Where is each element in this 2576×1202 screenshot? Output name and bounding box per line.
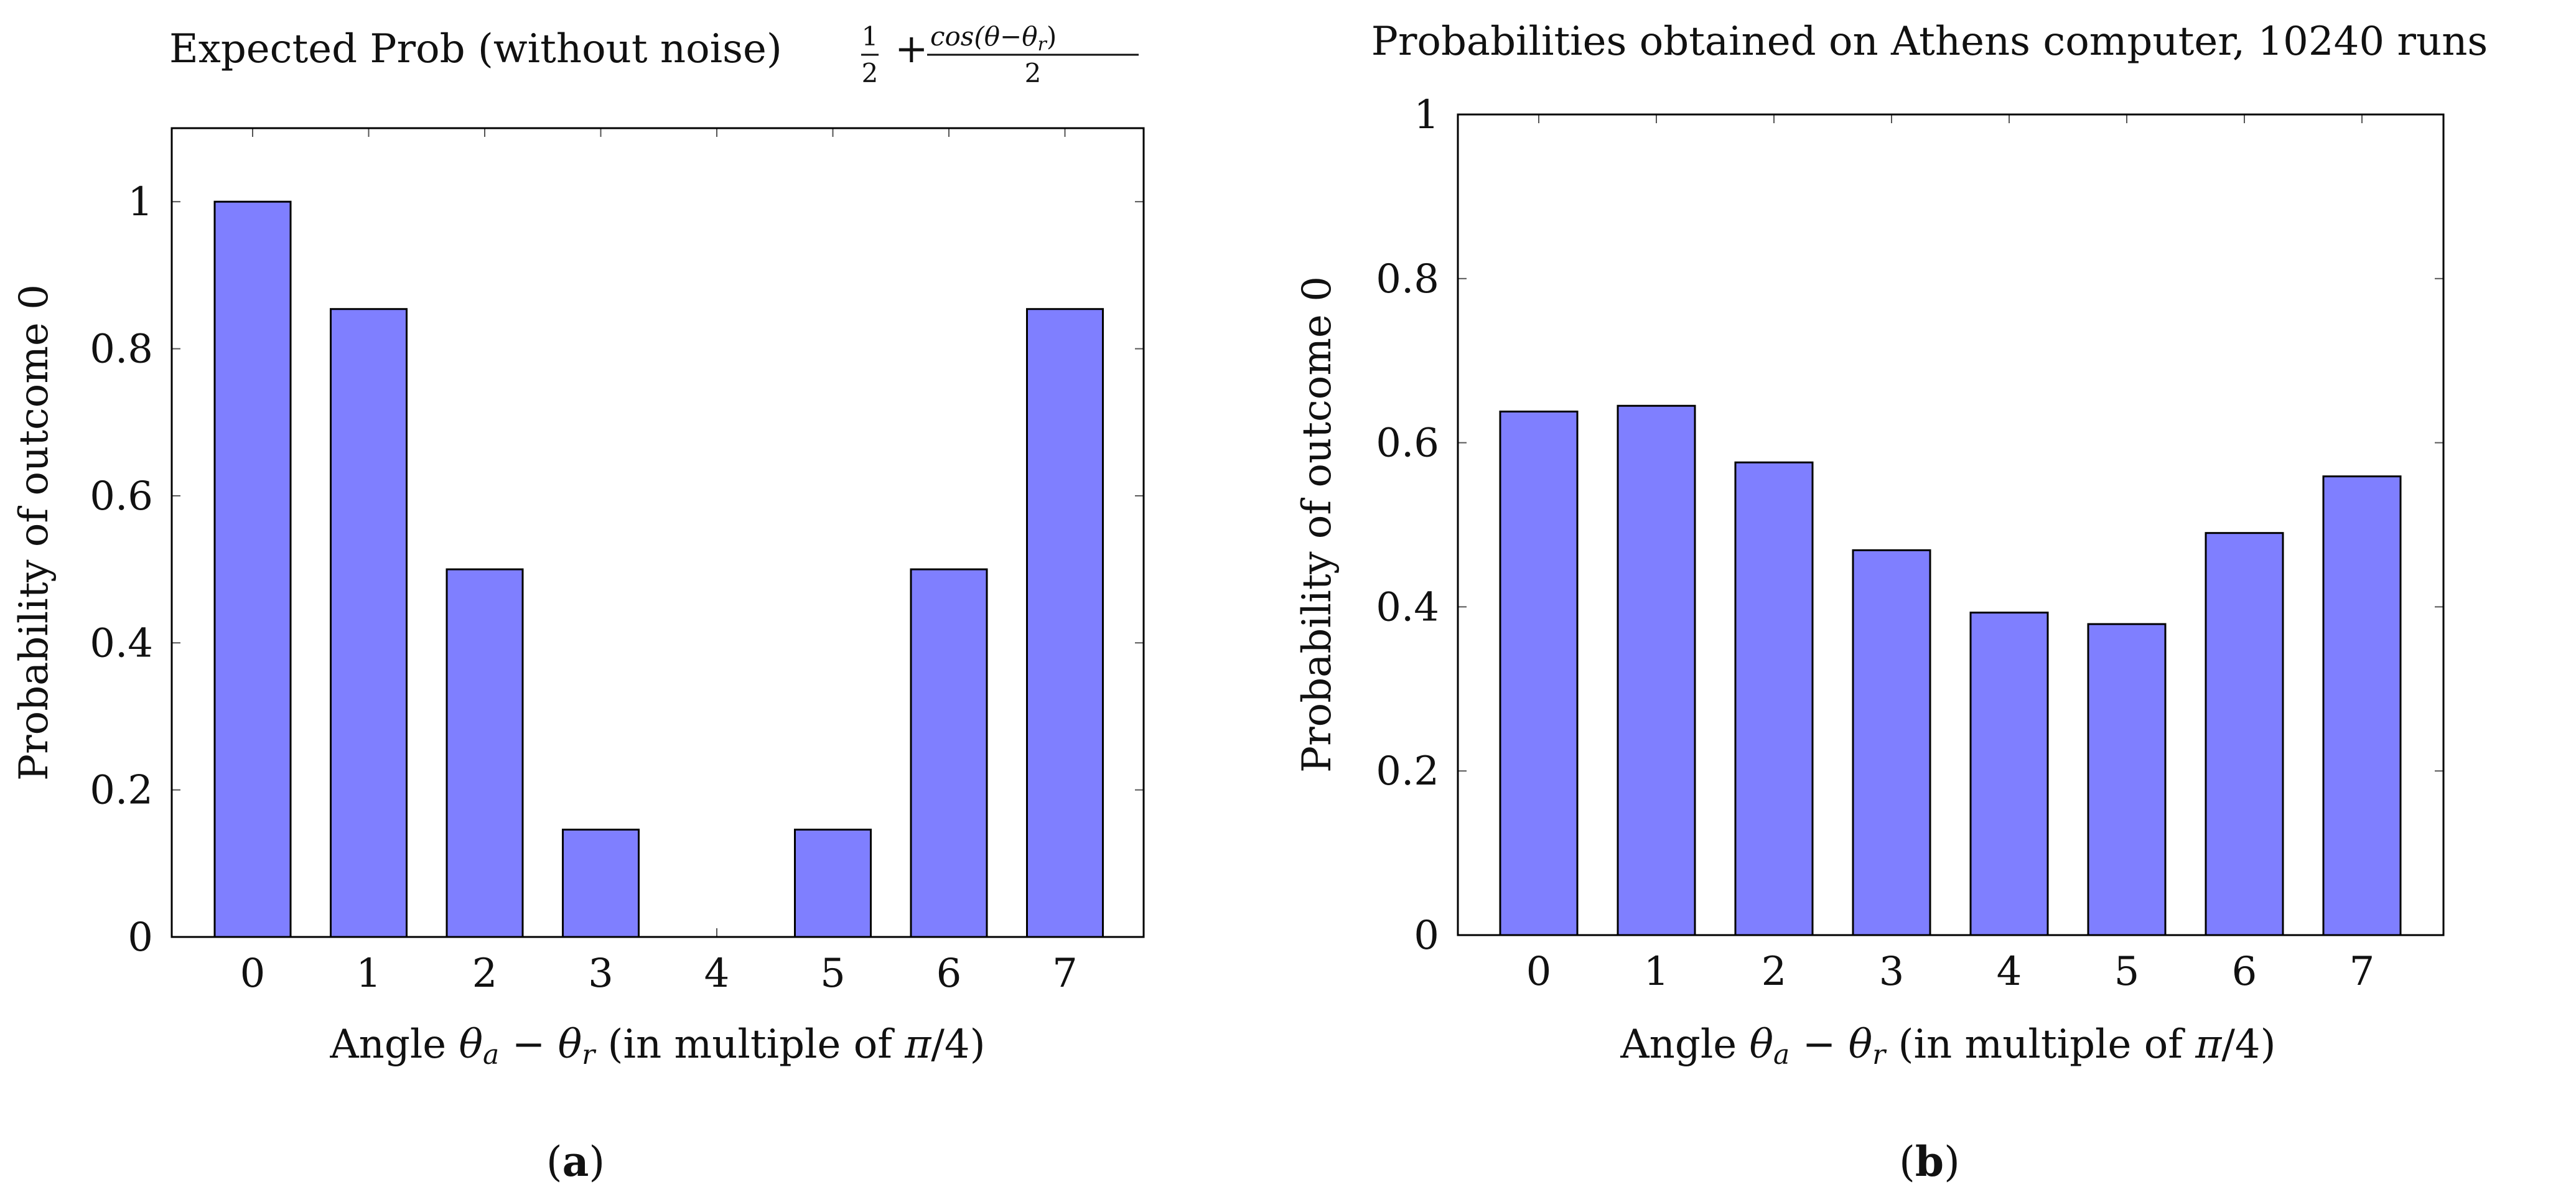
chart-b-ticks xyxy=(1458,114,2443,936)
x-tick-label-b-7: 7 xyxy=(2350,949,2375,995)
bar-a-6 xyxy=(910,568,988,938)
xlabel-a-theta1: θ xyxy=(459,1022,483,1068)
xlabel-b-prefix: Angle xyxy=(1620,1022,1749,1068)
bar-b-6 xyxy=(2205,532,2284,936)
formula-plus: + xyxy=(895,26,928,72)
formula-frac2-num: cos(θ−θr) xyxy=(930,21,1057,55)
formula-frac1-num: 1 xyxy=(862,21,879,52)
y-tick-label-b-3: 0.6 xyxy=(1376,421,1439,467)
chart-b-xlabel: Angle θa − θr (in multiple of π/4) xyxy=(1620,1022,2275,1071)
y-tick-label-a-0: 0 xyxy=(128,915,153,961)
xlabel-b-sub-a: a xyxy=(1773,1039,1790,1071)
xlabel-a-pi: π xyxy=(904,1022,931,1068)
y-tick-label-a-5: 1 xyxy=(128,179,153,225)
xlabel-a-sub-a: a xyxy=(483,1039,499,1071)
y-tick-label-b-1: 0.2 xyxy=(1376,748,1439,794)
y-tick-label-b-0: 0 xyxy=(1414,913,1439,959)
bar-b-0 xyxy=(1499,410,1579,936)
xlabel-a-suffix: (in multiple of xyxy=(595,1022,905,1068)
x-tick-label-a-4: 4 xyxy=(704,951,730,997)
y-tick-label-b-4: 0.8 xyxy=(1376,256,1439,302)
caption-b-letter: b xyxy=(1915,1137,1944,1186)
chart-a-xlabel: Angle θa − θr (in multiple of π/4) xyxy=(329,1022,985,1071)
panel-a: Expected Prob (without noise) 1 2 + cos(… xyxy=(11,21,1145,1186)
chart-b-caption: (b) xyxy=(1899,1137,1960,1186)
chart-b-plot-frame xyxy=(1457,113,2445,936)
chart-a-bars xyxy=(213,200,1104,938)
caption-a-open: ( xyxy=(546,1138,562,1186)
xlabel-b-theta1: θ xyxy=(1750,1022,1774,1068)
bar-b-2 xyxy=(1734,461,1814,936)
chart-b-ylabel: Probability of outcome 0 xyxy=(1294,276,1340,773)
xlabel-b-minus: − xyxy=(1790,1022,1848,1068)
caption-b-open: ( xyxy=(1899,1138,1915,1186)
x-tick-label-b-5: 5 xyxy=(2114,949,2140,995)
formula-frac1-den: 2 xyxy=(862,58,879,88)
chart-b-x-tick-labels: 0 1 2 3 4 5 6 7 xyxy=(1526,949,2375,995)
x-tick-label-a-3: 3 xyxy=(588,951,614,997)
caption-a-letter: a xyxy=(562,1137,589,1186)
bar-a-0 xyxy=(213,200,292,938)
xlabel-a-prefix: Angle xyxy=(329,1022,459,1068)
chart-b-title: Probabilities obtained on Athens compute… xyxy=(1371,19,2488,65)
y-tick-label-b-2: 0.4 xyxy=(1376,584,1439,630)
xlabel-a-end: /4) xyxy=(931,1022,985,1068)
formula-frac2-num-sub: r xyxy=(1038,34,1048,55)
y-tick-label-a-3: 0.6 xyxy=(90,473,153,519)
formula-frac2-den: 2 xyxy=(1025,58,1042,88)
xlabel-a-minus: − xyxy=(499,1022,558,1068)
chart-a-x-tick-labels: 0 1 2 3 4 5 6 7 xyxy=(240,951,1078,997)
bar-b-1 xyxy=(1617,404,1696,936)
chart-a-y-tick-labels: 0 0.2 0.4 0.6 0.8 1 xyxy=(90,179,153,961)
xlabel-b-sub-r: r xyxy=(1872,1039,1887,1071)
x-tick-label-a-6: 6 xyxy=(936,951,962,997)
bar-b-3 xyxy=(1852,549,1931,936)
y-tick-label-a-1: 0.2 xyxy=(90,768,153,814)
xlabel-a-theta2: θ xyxy=(558,1022,582,1068)
chart-b-bars xyxy=(1499,404,2402,936)
y-tick-label-b-5: 1 xyxy=(1414,92,1439,138)
xlabel-b-pi: π xyxy=(2195,1022,2222,1068)
formula-frac2-num-end: ) xyxy=(1047,21,1057,52)
x-tick-label-b-6: 6 xyxy=(2232,949,2257,995)
chart-a-title: Expected Prob (without noise) xyxy=(169,26,782,72)
y-tick-label-a-4: 0.8 xyxy=(90,327,153,373)
x-tick-label-b-0: 0 xyxy=(1526,949,1552,995)
x-tick-label-a-7: 7 xyxy=(1052,951,1078,997)
bar-b-4 xyxy=(1969,612,2049,936)
panel-b: Probabilities obtained on Athens compute… xyxy=(1294,19,2488,1186)
y-tick-label-a-2: 0.4 xyxy=(90,620,153,666)
chart-a-plot-frame xyxy=(170,127,1145,938)
bar-a-7 xyxy=(1026,308,1104,938)
xlabel-b-theta2: θ xyxy=(1849,1022,1873,1068)
caption-a-close: ) xyxy=(589,1138,605,1186)
chart-b-y-tick-labels: 0 0.2 0.4 0.6 0.8 1 xyxy=(1376,92,1439,959)
x-tick-label-a-2: 2 xyxy=(472,951,498,997)
xlabel-a-sub-r: r xyxy=(582,1039,597,1071)
formula-frac2-num-main: cos(θ−θ xyxy=(930,21,1038,52)
xlabel-b-suffix: (in multiple of xyxy=(1885,1022,2195,1068)
caption-b-close: ) xyxy=(1944,1138,1960,1186)
chart-a-ylabel: Probability of outcome 0 xyxy=(11,284,57,781)
bar-a-1 xyxy=(330,308,408,938)
chart-a-caption: (a) xyxy=(546,1137,605,1186)
bar-b-5 xyxy=(2087,623,2167,936)
x-tick-label-a-0: 0 xyxy=(240,951,266,997)
xlabel-b-end: /4) xyxy=(2221,1022,2275,1068)
chart-a-formula: 1 2 + cos(θ−θr) 2 xyxy=(861,21,1139,88)
x-tick-label-b-2: 2 xyxy=(1762,949,1787,995)
chart-a-ticks xyxy=(172,128,1144,938)
bar-a-2 xyxy=(446,568,524,938)
bar-a-3 xyxy=(562,828,640,938)
x-tick-label-b-1: 1 xyxy=(1644,949,1669,995)
bar-a-5 xyxy=(794,828,872,938)
bar-b-7 xyxy=(2322,475,2402,936)
x-tick-label-b-3: 3 xyxy=(1879,949,1905,995)
x-tick-label-a-1: 1 xyxy=(356,951,381,997)
x-tick-label-b-4: 4 xyxy=(1997,949,2022,995)
x-tick-label-a-5: 5 xyxy=(820,951,846,997)
